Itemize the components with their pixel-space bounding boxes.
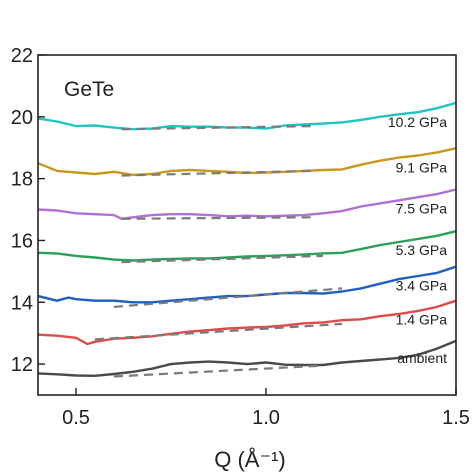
fit-line-5 (121, 169, 312, 177)
x-tick-label-2: 1.5 (442, 407, 470, 429)
y-tick-label-0: 12 (11, 354, 33, 376)
series-label-6: 10.2 GPa (388, 114, 447, 130)
series-label-4: 7.5 GPa (396, 201, 448, 217)
fit-line-0 (113, 364, 324, 378)
series-label-5: 9.1 GPa (396, 159, 448, 175)
series-layer: ambient 1.4 GPa 3.4 GPa 5.3 GPa 7.5 GPa 9.1 G… (37, 101, 457, 378)
y-tick-label-2: 16 (11, 230, 33, 252)
fit-line-4 (121, 216, 312, 220)
x-tick-label-1: 1.0 (252, 407, 280, 429)
plot-frame (37, 54, 457, 396)
series-label-2: 3.4 GPa (396, 278, 448, 294)
y-tick-label-5: 22 (11, 45, 33, 67)
series-label-1: 1.4 GPa (396, 312, 448, 328)
axes-layer: 0.5 1.0 1.5 12 14 16 18 20 22 (11, 45, 470, 429)
y-tick-label-1: 14 (11, 292, 33, 314)
fit-line-6 (121, 125, 312, 131)
fit-line-1 (94, 322, 343, 341)
fit-line-3 (121, 254, 324, 264)
y-tick-label-4: 20 (11, 107, 33, 129)
series-line-0 (37, 339, 457, 377)
series-label-0: ambient (397, 350, 447, 366)
series-line-4 (37, 188, 457, 221)
fit-line-2 (113, 287, 343, 308)
x-tick-label-0: 0.5 (62, 407, 90, 429)
x-axis-label: Q (Å⁻¹) (214, 447, 286, 472)
y-tick-label-3: 18 (11, 169, 33, 191)
series-line-1 (37, 299, 457, 346)
series-label-3: 5.3 GPa (396, 242, 448, 258)
series-line-3 (37, 230, 457, 262)
chart-title: GeTe (64, 78, 114, 101)
